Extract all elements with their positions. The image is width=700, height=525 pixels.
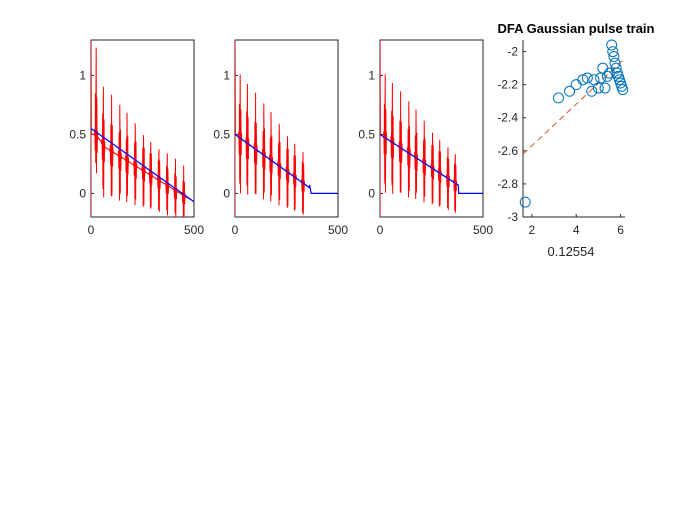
data-point — [608, 51, 620, 63]
data-point — [588, 74, 600, 86]
x-tick-label: 0 — [377, 223, 384, 237]
plot-area — [380, 40, 483, 217]
data-point — [586, 85, 598, 97]
fit-line — [523, 57, 625, 155]
y-tick-label: -2.2 — [497, 78, 518, 92]
x-axis-label: 0.12554 — [548, 244, 595, 259]
y-tick-label: 0 — [223, 186, 230, 200]
y-tick-label: -2.8 — [497, 177, 518, 191]
data-point — [599, 82, 611, 94]
y-tick-label: 0.5 — [69, 127, 86, 141]
y-tick-label: 1 — [368, 68, 375, 82]
series-line-red — [91, 40, 191, 217]
x-tick-label: 500 — [473, 223, 493, 237]
data-point — [607, 46, 619, 58]
y-tick-label: 0.5 — [358, 127, 375, 141]
axes-frame — [234, 39, 339, 218]
data-point — [577, 74, 589, 86]
series-line-blue — [235, 133, 338, 194]
data-point — [610, 62, 622, 74]
data-point — [606, 39, 618, 51]
axes-4: -3 -2.8 -2.6 -2.4 -2.2 -2 2 4 6 — [497, 39, 629, 237]
axes-2: 0 0.5 1 0 500 — [213, 39, 348, 237]
x-tick-label: 6 — [617, 223, 624, 237]
data-point — [552, 92, 564, 104]
x-tick-label: 2 — [529, 223, 536, 237]
y-tick-label: -2.4 — [497, 111, 518, 125]
y-tick-label: 0.5 — [213, 127, 230, 141]
data-point — [564, 85, 576, 97]
y-tick-label: 1 — [79, 68, 86, 82]
chart-title: DFA Gaussian pulse train — [497, 21, 654, 36]
x-tick-label: 500 — [328, 223, 348, 237]
x-tick-label: 500 — [184, 223, 204, 237]
y-tick-label: -2.6 — [497, 144, 518, 158]
y-tick-label: 1 — [223, 68, 230, 82]
y-tick-label: -2 — [507, 45, 518, 59]
y-tick-label: 0 — [79, 186, 86, 200]
data-point — [519, 196, 531, 208]
series-line-blue — [91, 128, 194, 203]
axes-1: 0 0.5 1 0 500 — [69, 39, 204, 237]
plot-area — [523, 57, 625, 155]
axes-3: 0 0.5 1 0 500 — [358, 39, 493, 237]
series-line-blue — [380, 133, 483, 194]
plot-area — [91, 40, 194, 217]
series-line-red — [235, 40, 310, 217]
x-tick-label: 0 — [88, 223, 95, 237]
axes-frame — [379, 39, 484, 218]
data-point — [570, 79, 582, 91]
y-tick-label: -3 — [507, 210, 518, 224]
data-point — [581, 72, 593, 84]
plot-area — [235, 40, 338, 217]
series-line-red — [380, 40, 459, 217]
data-point — [601, 70, 613, 82]
x-tick-label: 4 — [573, 223, 580, 237]
x-tick-label: 0 — [232, 223, 239, 237]
y-tick-label: 0 — [368, 186, 375, 200]
data-point — [617, 84, 629, 96]
